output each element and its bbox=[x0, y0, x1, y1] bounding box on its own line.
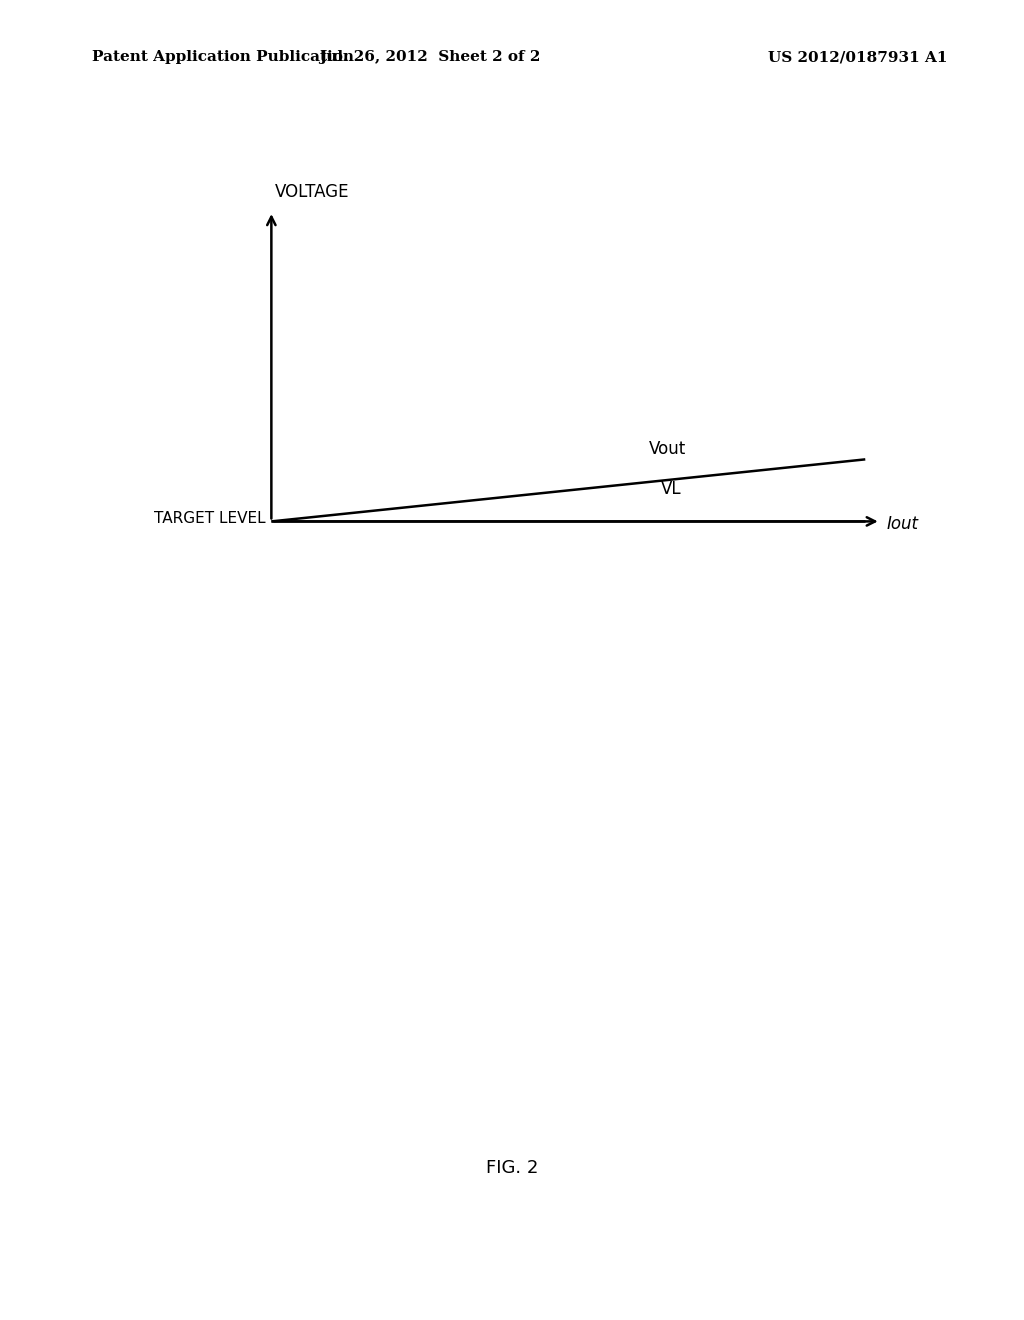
Text: Patent Application Publication: Patent Application Publication bbox=[92, 50, 354, 65]
Text: FIG. 2: FIG. 2 bbox=[485, 1159, 539, 1177]
Text: Iout: Iout bbox=[887, 515, 919, 533]
Text: Jul. 26, 2012  Sheet 2 of 2: Jul. 26, 2012 Sheet 2 of 2 bbox=[319, 50, 541, 65]
Text: TARGET LEVEL: TARGET LEVEL bbox=[154, 511, 265, 527]
Text: US 2012/0187931 A1: US 2012/0187931 A1 bbox=[768, 50, 947, 65]
Text: VOLTAGE: VOLTAGE bbox=[274, 182, 349, 201]
Text: Vout: Vout bbox=[649, 440, 686, 458]
Text: VL: VL bbox=[662, 479, 682, 498]
